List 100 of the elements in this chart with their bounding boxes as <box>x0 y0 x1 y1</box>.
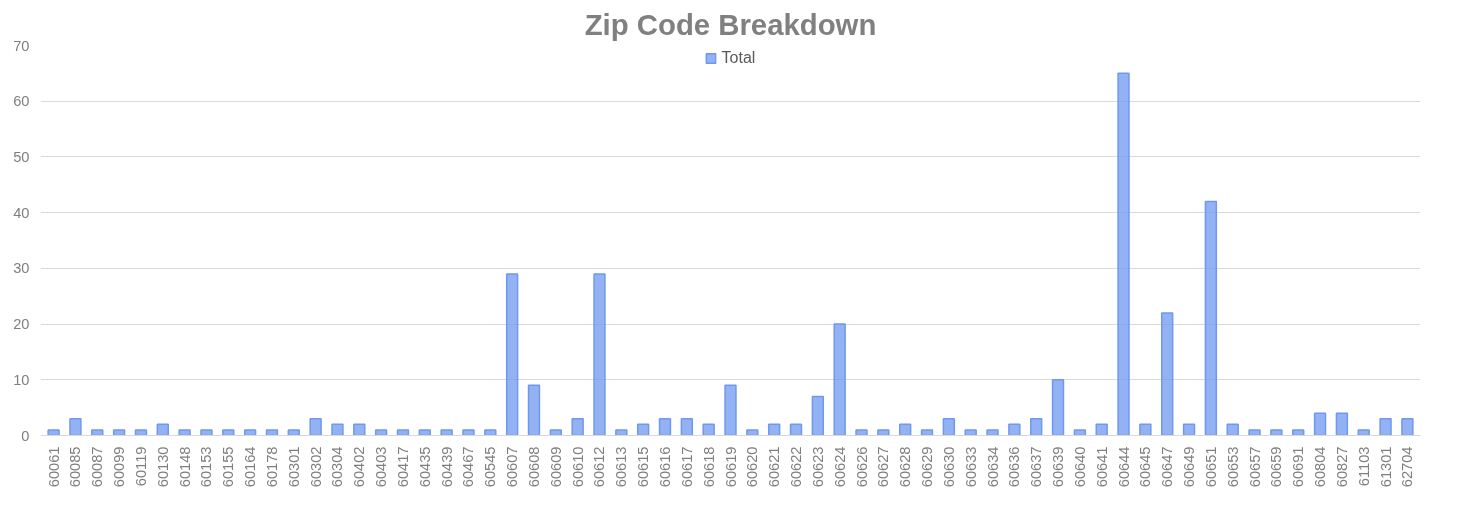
bar <box>418 429 432 436</box>
bar <box>549 429 563 436</box>
x-tick-label: 60439 <box>438 446 455 488</box>
bar <box>222 429 235 436</box>
bar <box>1051 379 1065 436</box>
bar <box>112 429 126 436</box>
x-tick-label: 60639 <box>1050 446 1067 488</box>
bar <box>1204 200 1218 436</box>
bar <box>855 429 868 436</box>
x-tick-label: 60099 <box>111 446 128 488</box>
x-tick-label: 60633 <box>962 446 979 488</box>
x-tick-label: 60653 <box>1224 446 1241 488</box>
bar <box>680 418 694 436</box>
x-tick-label: 60608 <box>525 446 542 488</box>
bar <box>1335 412 1349 436</box>
x-tick-label: 60637 <box>1028 446 1045 488</box>
bar <box>287 429 300 436</box>
x-tick-label: 60657 <box>1246 446 1263 488</box>
bar <box>724 384 737 436</box>
x-tick-label: 60827 <box>1333 446 1350 488</box>
y-tick-label: 20 <box>13 316 30 333</box>
bar <box>156 423 169 436</box>
x-tick-label: 62704 <box>1399 446 1416 488</box>
bar <box>702 423 715 436</box>
bar <box>200 429 213 436</box>
bar <box>440 429 453 436</box>
x-tick-label: 60647 <box>1159 446 1176 488</box>
x-tick-label: 60613 <box>613 446 630 488</box>
x-tick-label: 60626 <box>853 446 870 488</box>
bar <box>396 429 410 436</box>
bar <box>265 429 279 436</box>
x-tick-label: 60061 <box>45 446 62 488</box>
bar <box>1357 429 1370 436</box>
x-tick-label: 60403 <box>373 446 390 488</box>
bar <box>877 429 890 436</box>
bar <box>1401 418 1414 436</box>
y-tick-label: 70 <box>13 37 30 54</box>
bar <box>1248 429 1261 436</box>
bar <box>178 429 191 436</box>
x-tick-label: 60644 <box>1115 446 1132 488</box>
x-tick-label: 60623 <box>809 446 826 488</box>
bar <box>1095 423 1108 436</box>
bar <box>1139 423 1152 436</box>
bar <box>593 273 606 436</box>
bar <box>47 429 60 436</box>
x-tick-label: 60615 <box>635 446 652 488</box>
x-tick-label: 60616 <box>656 446 673 488</box>
x-tick-label: 60153 <box>198 446 215 488</box>
x-tick-label: 60624 <box>831 446 848 488</box>
bar <box>898 423 912 436</box>
bar <box>767 423 781 436</box>
y-tick-label: 10 <box>13 371 30 388</box>
bar <box>1161 312 1174 436</box>
bar <box>1008 423 1021 436</box>
x-tick-label: 60302 <box>307 446 324 488</box>
bar <box>636 423 650 436</box>
x-tick-label: 60645 <box>1137 446 1154 488</box>
y-tick-label: 50 <box>13 148 30 165</box>
bar <box>746 429 759 436</box>
y-tick-label: 0 <box>21 427 30 444</box>
x-tick-label: 60636 <box>1006 446 1023 488</box>
chart-title: Zip Code Breakdown <box>584 7 877 41</box>
x-tick-label: 60627 <box>875 446 892 488</box>
bar <box>811 395 825 436</box>
x-tick-label: 60651 <box>1202 446 1219 488</box>
x-tick-label: 61103 <box>1355 446 1372 487</box>
y-tick-label: 40 <box>13 204 30 221</box>
x-tick-label: 60304 <box>329 446 346 488</box>
bar <box>331 423 344 436</box>
bar <box>1270 429 1283 436</box>
x-tick-label: 60634 <box>984 446 1001 488</box>
bar <box>964 429 977 436</box>
bar <box>1313 412 1327 436</box>
bar <box>1073 429 1087 436</box>
bar <box>374 429 388 436</box>
bar <box>505 273 519 436</box>
bar <box>484 429 497 436</box>
x-tick-label: 60178 <box>263 446 280 488</box>
bar <box>527 384 541 436</box>
bar <box>134 429 148 436</box>
bar <box>1117 72 1130 436</box>
x-tick-label: 60435 <box>416 446 433 488</box>
bar <box>615 429 628 436</box>
x-tick-label: 60659 <box>1268 446 1285 488</box>
x-tick-label: 60641 <box>1093 446 1110 488</box>
x-tick-label: 60621 <box>766 446 783 488</box>
x-tick-label: 60629 <box>919 446 936 488</box>
bar <box>353 423 366 436</box>
bar <box>833 323 846 436</box>
y-tick-label: 30 <box>13 260 30 277</box>
x-tick-label: 60402 <box>351 446 368 488</box>
bar <box>462 429 475 436</box>
x-tick-label: 60607 <box>504 446 521 488</box>
x-tick-label: 60620 <box>744 446 761 488</box>
x-tick-label: 60119 <box>132 446 149 487</box>
bar <box>942 418 956 436</box>
x-tick-label: 60545 <box>482 446 499 488</box>
bar <box>571 418 584 436</box>
x-tick-label: 60087 <box>89 446 106 488</box>
x-tick-label: 60417 <box>394 446 411 488</box>
